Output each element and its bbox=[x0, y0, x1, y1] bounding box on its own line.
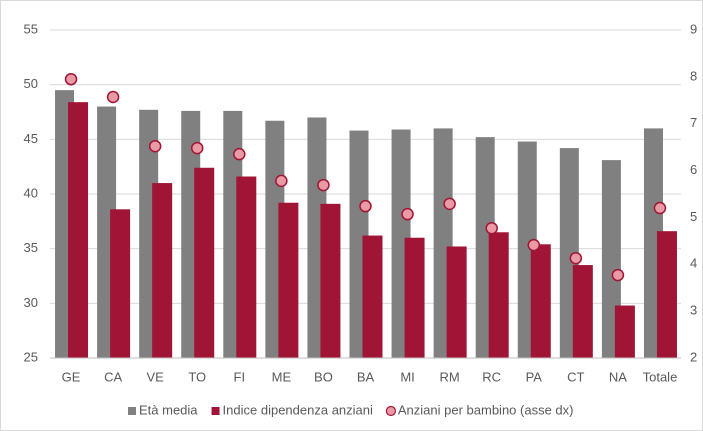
bar bbox=[656, 231, 677, 358]
x-tick-label: RC bbox=[482, 369, 501, 384]
marker bbox=[275, 174, 288, 188]
x-tick-label: MI bbox=[400, 369, 414, 384]
y-tick-label: 45 bbox=[24, 131, 38, 146]
bar bbox=[404, 237, 425, 358]
x-tick-label: PA bbox=[526, 369, 543, 384]
bar bbox=[530, 244, 551, 358]
marker bbox=[359, 199, 372, 213]
bar bbox=[572, 265, 593, 358]
bar bbox=[236, 176, 257, 358]
bar bbox=[110, 209, 131, 358]
x-tick-label: BO bbox=[314, 369, 333, 384]
y-tick-label: 25 bbox=[24, 349, 38, 364]
legend-label: Anziani per bambino (asse dx) bbox=[398, 402, 574, 417]
bar bbox=[152, 183, 173, 358]
bar bbox=[614, 305, 635, 358]
marker bbox=[106, 90, 120, 104]
y-tick-label: 40 bbox=[24, 185, 38, 200]
bar bbox=[278, 202, 299, 358]
marker bbox=[653, 201, 667, 215]
y2-tick-label: 9 bbox=[690, 21, 697, 36]
x-tick-label: CT bbox=[567, 369, 584, 384]
y-tick-label: 50 bbox=[24, 76, 38, 91]
x-tick-label: NA bbox=[609, 369, 627, 384]
y2-tick-label: 6 bbox=[690, 162, 697, 177]
x-tick-label: CA bbox=[104, 369, 122, 384]
marker bbox=[64, 72, 78, 86]
y2-tick-label: 2 bbox=[690, 349, 697, 364]
y2-tick-label: 8 bbox=[690, 68, 697, 83]
x-tick-label: Totale bbox=[643, 369, 678, 384]
x-tick-label: RM bbox=[440, 369, 460, 384]
legend-swatch bbox=[211, 407, 220, 415]
marker bbox=[148, 139, 162, 153]
legend-label: Età media bbox=[139, 402, 198, 417]
marker bbox=[485, 221, 498, 235]
bar bbox=[194, 167, 215, 358]
x-tick-label: BA bbox=[357, 369, 375, 384]
x-tick-label: GE bbox=[62, 369, 81, 384]
x-tick-label: VE bbox=[146, 369, 164, 384]
y2-tick-label: 7 bbox=[690, 115, 697, 130]
y2-tick-label: 4 bbox=[690, 256, 697, 271]
marker bbox=[401, 207, 414, 221]
bar bbox=[320, 203, 341, 358]
marker bbox=[443, 197, 456, 211]
marker bbox=[233, 147, 246, 161]
marker bbox=[611, 268, 625, 282]
x-tick-label: FI bbox=[234, 369, 246, 384]
bar bbox=[488, 232, 509, 358]
y-tick-label: 30 bbox=[24, 295, 38, 310]
marker bbox=[569, 251, 583, 265]
y2-tick-label: 3 bbox=[690, 303, 697, 318]
y2-tick-label: 5 bbox=[690, 209, 697, 224]
marker bbox=[527, 238, 541, 252]
x-tick-label: ME bbox=[272, 369, 292, 384]
bar bbox=[446, 246, 467, 358]
bar bbox=[362, 235, 383, 358]
y-tick-label: 35 bbox=[24, 240, 38, 255]
x-tick-label: TO bbox=[188, 369, 206, 384]
legend-swatch bbox=[128, 407, 136, 415]
marker bbox=[190, 141, 204, 155]
legend-marker bbox=[385, 405, 396, 417]
marker bbox=[317, 178, 330, 192]
bar bbox=[68, 102, 89, 358]
legend-label: Indice dipendenza anziani bbox=[223, 402, 373, 417]
y-tick-label: 55 bbox=[24, 21, 38, 36]
